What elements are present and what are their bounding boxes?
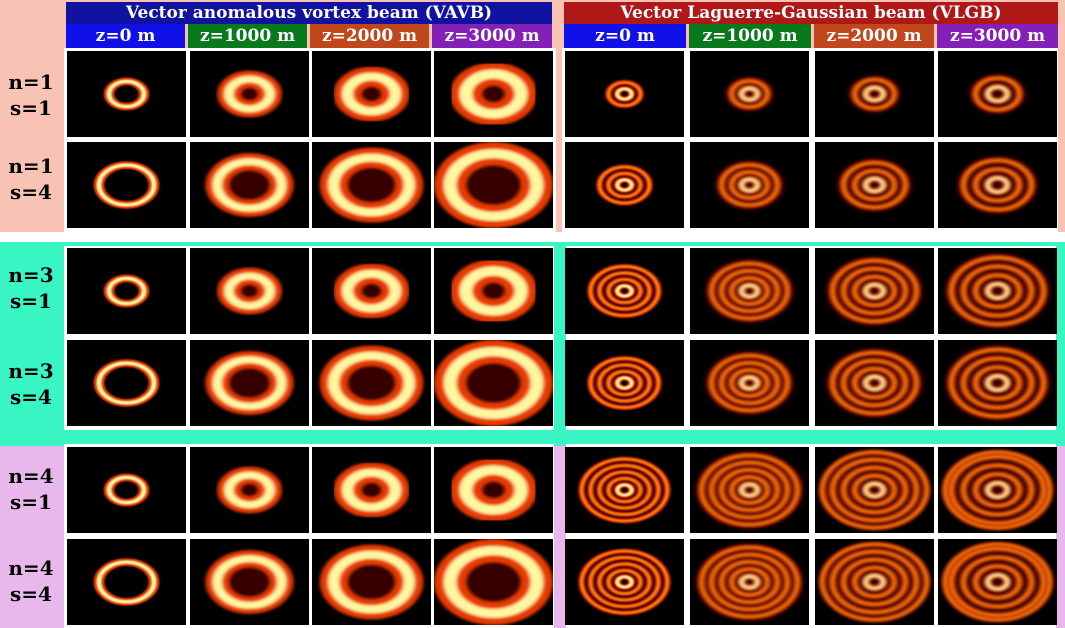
beam-image-vavb-n3-s4-z3000 [434,340,553,426]
vlgb-z1000-label: z=1000 m [689,24,811,48]
s-value: s=1 [10,289,52,313]
beam-image-vlgb-n1-s1-z1000 [690,51,809,137]
vavb-title: Vector anomalous vortex beam (VAVB) [66,2,552,24]
n-value: n=3 [8,263,54,287]
vavb-z0-label: z=0 m [66,24,185,48]
beam-image-vlgb-n3-s4-z0 [565,340,684,426]
row-label-n4-s4: n=4 s=4 [0,555,62,607]
beam-image-vavb-n3-s4-z2000 [312,340,431,426]
beam-image-vavb-n1-s1-z1000 [190,51,309,137]
beam-image-vavb-n1-s1-z2000 [312,51,431,137]
beam-image-vavb-n1-s1-z0 [67,51,186,137]
vavb-z3000-label: z=3000 m [432,24,552,48]
beam-image-vlgb-n4-s4-z2000 [815,539,934,625]
n-value: n=3 [8,359,54,383]
vavb-z1000-label: z=1000 m [188,24,307,48]
row-label-n3-s4: n=3 s=4 [0,358,62,410]
beam-image-vlgb-n4-s1-z2000 [815,447,934,533]
row-label-n3-s1: n=3 s=1 [0,262,62,314]
beam-image-vavb-n4-s4-z3000 [434,539,553,625]
n-value: n=1 [8,70,54,94]
beam-image-vlgb-n4-s4-z0 [565,539,684,625]
beam-image-vlgb-n3-s1-z2000 [815,248,934,334]
beam-image-vlgb-n3-s4-z2000 [815,340,934,426]
beam-image-vavb-n4-s1-z2000 [312,447,431,533]
row-label-n1-s1: n=1 s=1 [0,69,62,121]
n-value: n=4 [8,556,54,580]
vlgb-z2000-label: z=2000 m [814,24,934,48]
beam-image-vlgb-n3-s1-z3000 [938,248,1057,334]
beam-image-vavb-n1-s4-z1000 [190,142,309,228]
beam-image-vavb-n4-s1-z0 [67,447,186,533]
s-value: s=4 [10,582,52,606]
beam-image-vavb-n3-s4-z0 [67,340,186,426]
s-value: s=1 [10,96,52,120]
beam-image-vavb-n1-s4-z0 [67,142,186,228]
beam-image-vavb-n3-s1-z1000 [190,248,309,334]
beam-image-vavb-n4-s4-z0 [67,539,186,625]
beam-image-vlgb-n4-s4-z3000 [938,539,1057,625]
beam-image-vlgb-n1-s4-z2000 [815,142,934,228]
beam-image-vlgb-n1-s4-z1000 [690,142,809,228]
s-value: s=1 [10,490,52,514]
beam-image-vavb-n3-s1-z3000 [434,248,553,334]
beam-image-vlgb-n1-s4-z3000 [938,142,1057,228]
beam-image-vlgb-n1-s1-z3000 [938,51,1057,137]
beam-image-vlgb-n4-s4-z1000 [690,539,809,625]
beam-image-vlgb-n3-s4-z3000 [938,340,1057,426]
beam-image-vavb-n4-s4-z1000 [190,539,309,625]
beam-image-vavb-n1-s4-z3000 [434,142,553,228]
beam-image-vlgb-n1-s4-z0 [565,142,684,228]
row-label-n1-s4: n=1 s=4 [0,153,62,205]
s-value: s=4 [10,385,52,409]
beam-image-vlgb-n3-s1-z1000 [690,248,809,334]
vavb-z2000-label: z=2000 m [310,24,429,48]
beam-image-vlgb-n1-s1-z2000 [815,51,934,137]
vlgb-title: Vector Laguerre-Gaussian beam (VLGB) [564,2,1058,24]
beam-image-vlgb-n3-s1-z0 [565,248,684,334]
beam-image-vavb-n4-s1-z1000 [190,447,309,533]
beam-image-vavb-n4-s4-z2000 [312,539,431,625]
beam-image-vavb-n3-s1-z0 [67,248,186,334]
beam-image-vlgb-n1-s1-z0 [565,51,684,137]
vlgb-z0-label: z=0 m [564,24,686,48]
beam-image-vavb-n1-s4-z2000 [312,142,431,228]
beam-image-vlgb-n4-s1-z3000 [938,447,1057,533]
beam-image-vavb-n3-s1-z2000 [312,248,431,334]
row-label-n4-s1: n=4 s=1 [0,463,62,515]
beam-image-vavb-n4-s1-z3000 [434,447,553,533]
vlgb-z3000-label: z=3000 m [937,24,1058,48]
beam-image-vavb-n1-s1-z3000 [434,51,553,137]
n-value: n=4 [8,464,54,488]
beam-image-vlgb-n4-s1-z0 [565,447,684,533]
beam-image-vavb-n3-s4-z1000 [190,340,309,426]
n-value: n=1 [8,154,54,178]
beam-image-vlgb-n3-s4-z1000 [690,340,809,426]
beam-image-vlgb-n4-s1-z1000 [690,447,809,533]
s-value: s=4 [10,180,52,204]
